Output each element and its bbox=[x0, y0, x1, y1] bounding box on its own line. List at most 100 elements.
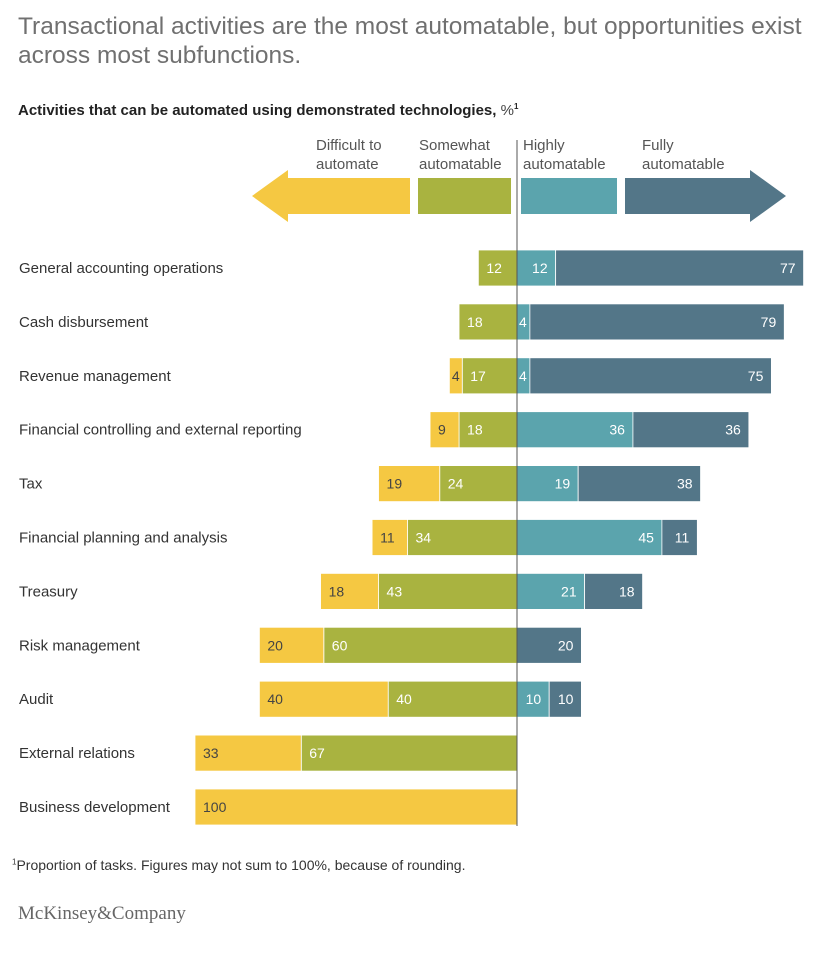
data-label-fully-automatable-tax: 38 bbox=[677, 476, 693, 492]
bar-difficult-to-automate-tax bbox=[378, 465, 441, 503]
bar-highly-automatable-treasury bbox=[516, 573, 586, 610]
data-label-difficult-to-automate-external-relations: 33 bbox=[203, 745, 219, 761]
bar-difficult-to-automate-financial-controlling-and-external-reporting bbox=[429, 411, 460, 449]
bar-somewhat-automatable-risk-management bbox=[323, 626, 518, 664]
chart-title: Transactional activities are the most au… bbox=[18, 13, 802, 69]
data-label-fully-automatable-general-accounting-operations: 77 bbox=[780, 260, 796, 276]
data-label-fully-automatable-cash-disbursement: 79 bbox=[761, 314, 777, 330]
footnote-text: Proportion of tasks. Figures may not sum… bbox=[16, 857, 466, 873]
category-label-risk-management: Risk management bbox=[19, 637, 141, 654]
data-label-difficult-to-automate-business-development: 100 bbox=[203, 799, 227, 815]
bar-somewhat-automatable-financial-controlling-and-external-reporting bbox=[458, 411, 518, 449]
bar-fully-automatable-revenue-management bbox=[529, 357, 772, 395]
data-label-somewhat-automatable-cash-disbursement: 18 bbox=[467, 314, 483, 330]
legend-label-somewhat-automatable-line2: automatable bbox=[419, 156, 502, 173]
data-label-fully-automatable-treasury: 18 bbox=[619, 583, 635, 599]
bar-fully-automatable-tax bbox=[577, 465, 701, 503]
bar-difficult-to-automate-treasury bbox=[320, 573, 379, 610]
legend-label-difficult-to-automate-line2: automate bbox=[316, 156, 379, 173]
data-label-somewhat-automatable-revenue-management: 17 bbox=[470, 368, 486, 384]
bar-difficult-to-automate-external-relations bbox=[194, 734, 302, 772]
data-label-difficult-to-automate-tax: 19 bbox=[387, 476, 403, 492]
legend-label-fully-automatable-line2: automatable bbox=[642, 156, 725, 173]
bar-fully-automatable-general-accounting-operations bbox=[555, 249, 804, 287]
bar-highly-automatable-financial-controlling-and-external-reporting bbox=[516, 411, 634, 449]
category-label-financial-controlling-and-external-reporting: Financial controlling and external repor… bbox=[19, 422, 302, 439]
data-label-fully-automatable-financial-controlling-and-external-reporting: 36 bbox=[725, 422, 741, 438]
bar-fully-automatable-treasury bbox=[584, 573, 643, 610]
bar-highly-automatable-audit bbox=[516, 680, 550, 718]
legend-arrow-fully-automatable bbox=[625, 170, 786, 222]
legend-arrow-difficult-to-automate bbox=[252, 170, 410, 222]
data-label-somewhat-automatable-external-relations: 67 bbox=[309, 745, 325, 761]
bar-difficult-to-automate-risk-management bbox=[258, 626, 325, 664]
subtitle-unit: % bbox=[500, 102, 514, 119]
bar-somewhat-automatable-external-relations bbox=[300, 734, 518, 772]
diverging-bar-chart: Difficult to automate Somewhat automatable H… bbox=[19, 137, 804, 826]
legend-label-difficult-to-automate: Difficult to bbox=[316, 137, 382, 154]
category-label-financial-planning-and-analysis: Financial planning and analysis bbox=[19, 530, 227, 547]
footnote-mark: 1 bbox=[12, 857, 17, 867]
legend-label-highly-automatable-line2: automatable bbox=[523, 156, 606, 173]
data-label-somewhat-automatable-tax: 24 bbox=[448, 476, 464, 492]
data-label-somewhat-automatable-financial-controlling-and-external-reporting: 18 bbox=[467, 422, 483, 438]
data-label-highly-automatable-financial-controlling-and-external-reporting: 36 bbox=[609, 422, 625, 438]
data-label-somewhat-automatable-treasury: 43 bbox=[387, 583, 403, 599]
bar-somewhat-automatable-audit bbox=[387, 680, 518, 718]
subtitle-footnote-mark: 1 bbox=[513, 102, 519, 111]
legend-label-fully-automatable: Fully bbox=[642, 137, 674, 154]
bar-highly-automatable-financial-planning-and-analysis bbox=[516, 519, 663, 556]
data-label-difficult-to-automate-risk-management: 20 bbox=[267, 637, 283, 653]
data-label-somewhat-automatable-risk-management: 60 bbox=[332, 637, 348, 653]
data-label-fully-automatable-audit: 10 bbox=[558, 691, 574, 707]
data-label-difficult-to-automate-revenue-management: 4 bbox=[452, 368, 460, 384]
legend-label-highly-automatable: Highly bbox=[523, 137, 565, 154]
bar-difficult-to-automate-revenue-management bbox=[448, 357, 463, 395]
data-label-highly-automatable-treasury: 21 bbox=[561, 583, 577, 599]
category-label-cash-disbursement: Cash disbursement bbox=[19, 314, 149, 331]
data-label-somewhat-automatable-general-accounting-operations: 12 bbox=[486, 260, 502, 276]
data-label-highly-automatable-audit: 10 bbox=[526, 691, 542, 707]
bar-fully-automatable-financial-controlling-and-external-reporting bbox=[632, 411, 750, 449]
category-label-audit: Audit bbox=[19, 691, 54, 708]
bar-somewhat-automatable-treasury bbox=[378, 573, 518, 610]
bar-somewhat-automatable-tax bbox=[439, 465, 518, 503]
category-label-tax: Tax bbox=[19, 476, 43, 493]
bar-difficult-to-automate-audit bbox=[258, 680, 389, 718]
bar-highly-automatable-tax bbox=[516, 465, 579, 503]
legend-box-somewhat-automatable bbox=[418, 178, 511, 214]
category-label-treasury: Treasury bbox=[19, 583, 78, 600]
data-label-somewhat-automatable-audit: 40 bbox=[396, 691, 412, 707]
bar-fully-automatable-audit bbox=[548, 680, 582, 718]
category-label-business-development: Business development bbox=[19, 799, 171, 816]
bar-fully-automatable-risk-management bbox=[516, 626, 582, 664]
data-label-fully-automatable-revenue-management: 75 bbox=[748, 368, 764, 384]
data-label-highly-automatable-cash-disbursement: 4 bbox=[519, 314, 527, 330]
data-label-difficult-to-automate-treasury: 18 bbox=[329, 583, 345, 599]
bar-somewhat-automatable-financial-planning-and-analysis bbox=[407, 519, 518, 556]
data-label-difficult-to-automate-financial-planning-and-analysis: 11 bbox=[380, 530, 395, 546]
mckinsey-logo: McKinsey&Company bbox=[18, 903, 186, 924]
data-label-highly-automatable-tax: 19 bbox=[555, 476, 571, 492]
bar-somewhat-automatable-general-accounting-operations bbox=[477, 249, 518, 287]
category-label-general-accounting-operations: General accounting operations bbox=[19, 260, 223, 277]
bar-fully-automatable-cash-disbursement bbox=[529, 303, 785, 341]
subtitle-text: Activities that can be automated using d… bbox=[18, 102, 497, 119]
data-label-fully-automatable-risk-management: 20 bbox=[558, 637, 574, 653]
data-label-fully-automatable-financial-planning-and-analysis: 11 bbox=[675, 530, 690, 546]
footnote: 1Proportion of tasks. Figures may not su… bbox=[12, 857, 465, 873]
legend-box-highly-automatable bbox=[521, 178, 617, 214]
bar-difficult-to-automate-financial-planning-and-analysis bbox=[371, 519, 408, 556]
bar-fully-automatable-financial-planning-and-analysis bbox=[661, 519, 698, 556]
chart-subtitle: Activities that can be automated using d… bbox=[18, 102, 518, 119]
data-label-difficult-to-automate-financial-controlling-and-external-reporting: 9 bbox=[438, 422, 446, 438]
data-label-somewhat-automatable-financial-planning-and-analysis: 34 bbox=[416, 530, 432, 546]
data-label-difficult-to-automate-audit: 40 bbox=[267, 691, 283, 707]
data-label-highly-automatable-general-accounting-operations: 12 bbox=[532, 260, 548, 276]
data-label-highly-automatable-financial-planning-and-analysis: 45 bbox=[638, 530, 654, 546]
category-label-external-relations: External relations bbox=[19, 745, 135, 762]
data-label-highly-automatable-revenue-management: 4 bbox=[519, 368, 527, 384]
category-label-revenue-management: Revenue management bbox=[19, 368, 172, 385]
legend-label-somewhat-automatable: Somewhat bbox=[419, 137, 491, 154]
bar-difficult-to-automate-business-development bbox=[194, 788, 518, 826]
